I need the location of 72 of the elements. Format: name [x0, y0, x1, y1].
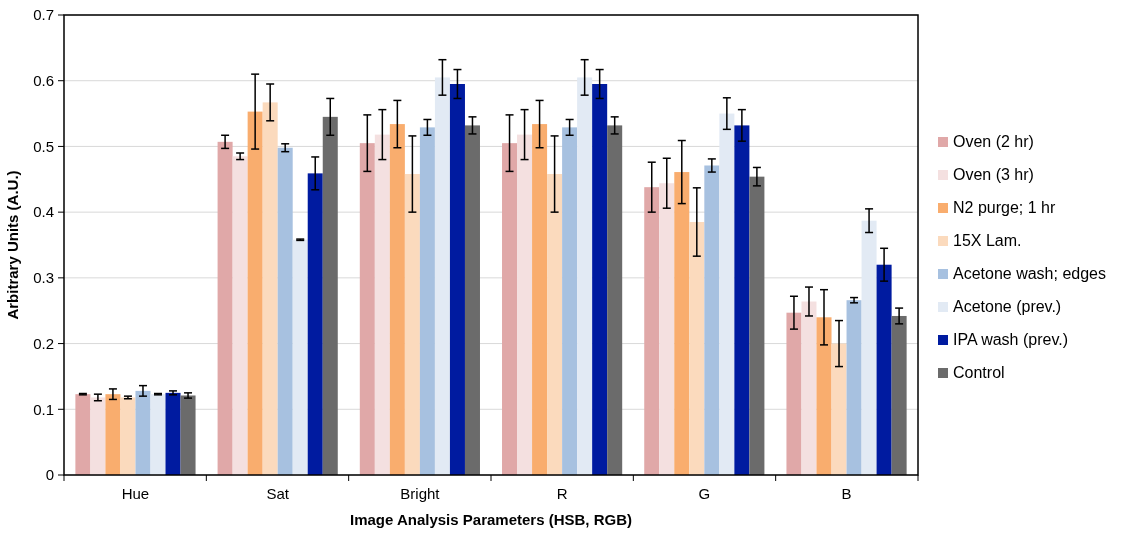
- x-tick-label: Sat: [266, 485, 290, 502]
- bar: [562, 127, 578, 475]
- bar: [449, 84, 465, 475]
- bar: [404, 174, 420, 475]
- x-tick-label: R: [556, 485, 568, 502]
- bar: [307, 173, 323, 475]
- bar: [577, 77, 593, 475]
- y-tick-label: 0.7: [33, 6, 54, 24]
- bar: [607, 125, 623, 475]
- legend-label: Control: [953, 364, 1005, 381]
- legend-label: Oven (2 hr): [953, 133, 1034, 150]
- bar: [749, 176, 765, 475]
- bar: [876, 264, 892, 475]
- x-tick-label: Bright: [400, 485, 441, 502]
- bar: [704, 165, 720, 475]
- bar: [816, 317, 832, 475]
- x-axis-title: Image Analysis Parameters (HSB, RGB): [349, 511, 633, 528]
- bar: [464, 125, 480, 475]
- bar: [180, 395, 196, 475]
- bar: [90, 397, 106, 475]
- y-tick-label: 0.4: [33, 203, 54, 221]
- bar: [532, 124, 548, 475]
- bar: [547, 174, 563, 475]
- bar: [846, 300, 862, 475]
- bar: [374, 134, 390, 475]
- y-tick-label: 0.2: [33, 334, 54, 352]
- bar: [592, 84, 608, 475]
- bar: [135, 390, 151, 475]
- bar: [674, 172, 690, 475]
- bar: [891, 315, 907, 475]
- y-tick-label: 0.6: [33, 71, 54, 89]
- legend-label: N2 purge; 1 hr: [953, 199, 1056, 216]
- legend-label: Acetone (prev.): [953, 298, 1062, 315]
- bar: [217, 141, 233, 475]
- bar: [719, 113, 735, 475]
- x-tick-label: G: [698, 485, 711, 502]
- x-tick-label: Hue: [121, 485, 150, 502]
- y-axis-title: Arbitrary Units (A.U.): [4, 170, 21, 320]
- legend-label: Oven (3 hr): [953, 166, 1034, 183]
- bar: [389, 124, 405, 475]
- bar: [277, 147, 293, 475]
- bar: [75, 394, 91, 475]
- bar: [419, 127, 435, 475]
- x-tick-label: B: [841, 485, 852, 502]
- bar: [644, 187, 660, 475]
- bar: [434, 77, 450, 475]
- bar: [120, 397, 136, 475]
- bar: [786, 312, 802, 475]
- legend-label: IPA wash (prev.): [953, 331, 1068, 348]
- y-tick-label: 0: [45, 466, 54, 484]
- bar: [502, 143, 518, 475]
- y-tick-label: 0.1: [33, 400, 54, 418]
- bar: [292, 239, 308, 475]
- bar: [517, 134, 533, 475]
- y-tick-label: 0.3: [33, 269, 54, 287]
- bar: [689, 222, 705, 475]
- bar: [734, 125, 750, 475]
- bar: [659, 183, 675, 475]
- bar: [150, 394, 166, 475]
- bar: [105, 394, 121, 475]
- bar: [232, 156, 248, 475]
- bar: [322, 116, 338, 475]
- bar: [861, 220, 877, 475]
- bar: [247, 111, 263, 475]
- bar: [801, 301, 817, 475]
- legend-label: 15X Lam.: [953, 232, 1022, 249]
- bar: [359, 143, 375, 475]
- bar: [165, 392, 181, 475]
- y-tick-label: 0.5: [33, 137, 54, 155]
- bar: [262, 102, 278, 475]
- bar: [831, 343, 847, 475]
- legend-label: Acetone wash; edges: [953, 265, 1106, 282]
